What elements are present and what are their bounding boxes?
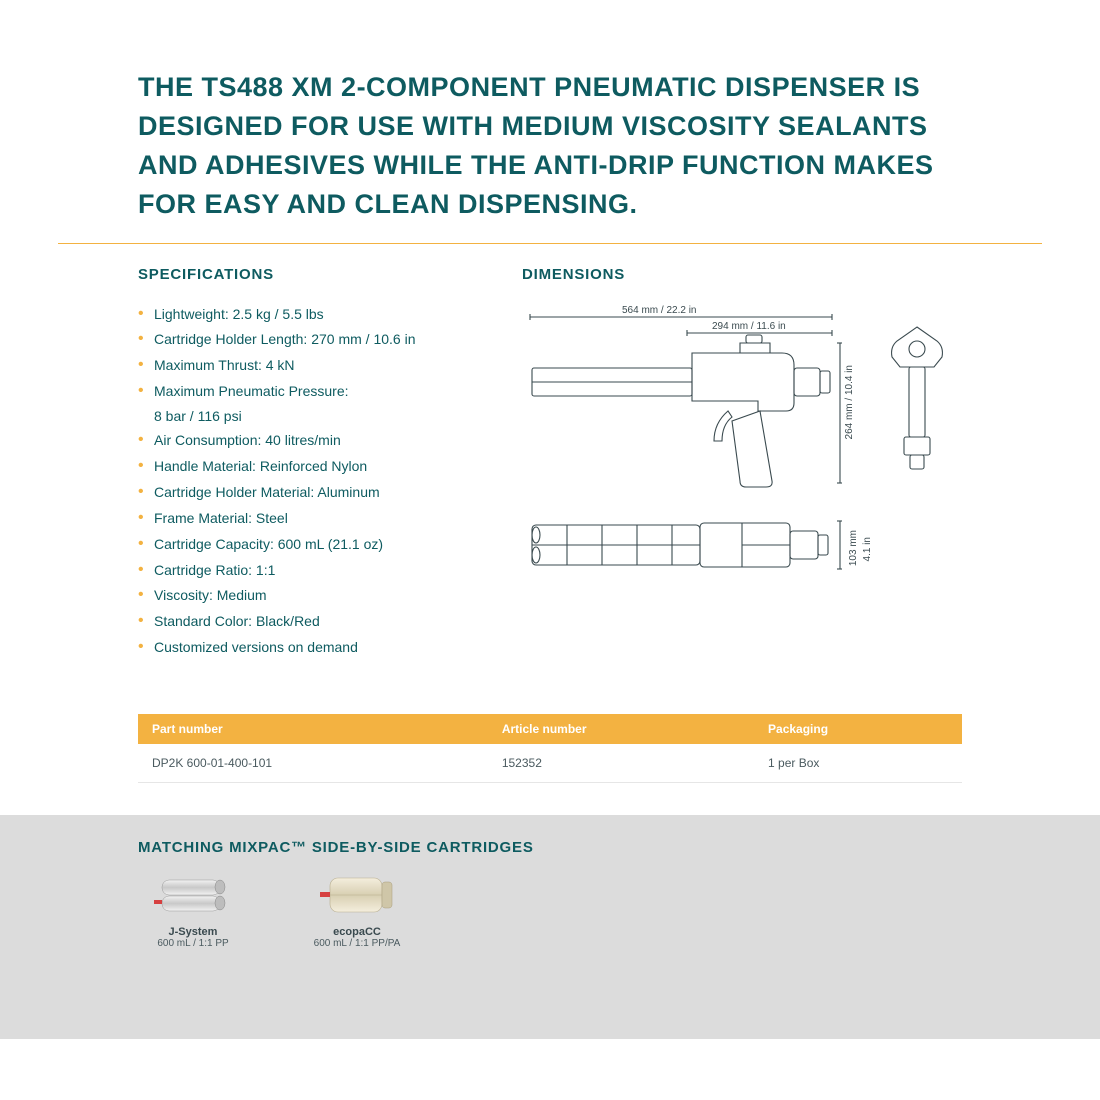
dim-height: 264 mm / 10.4 in bbox=[844, 365, 855, 439]
spec-item: Cartridge Ratio: 1:1 bbox=[138, 561, 462, 580]
cartridge-spec: 600 mL / 1:1 PP bbox=[138, 938, 248, 949]
cartridge-name: J-System bbox=[138, 926, 248, 938]
th-article: Article number bbox=[488, 714, 754, 744]
spec-item: Air Consumption: 40 litres/min bbox=[138, 431, 462, 450]
cartridge-row: J-System 600 mL / 1:1 PP ecopaCC bbox=[138, 870, 962, 949]
spec-subline: 8 bar / 116 psi bbox=[138, 408, 462, 424]
content-row: SPECIFICATIONS Lightweight: 2.5 kg / 5.5… bbox=[58, 244, 1042, 665]
matching-title: MATCHING MIXPAC™ SIDE-BY-SIDE CARTRIDGES bbox=[138, 839, 962, 856]
cartridge-item: ecopaCC 600 mL / 1:1 PP/PA bbox=[302, 870, 412, 949]
cartridge-name: ecopaCC bbox=[302, 926, 412, 938]
cartridge-jsystem-icon bbox=[148, 870, 238, 920]
dimensions-column: DIMENSIONS 564 mm / 22.2 in 294 mm / 11.… bbox=[522, 266, 962, 665]
specs-list: Lightweight: 2.5 kg / 5.5 lbs Cartridge … bbox=[138, 305, 462, 658]
spec-item: Handle Material: Reinforced Nylon bbox=[138, 457, 462, 476]
spec-item: Cartridge Holder Material: Aluminum bbox=[138, 483, 462, 502]
spec-item: Standard Color: Black/Red bbox=[138, 612, 462, 631]
cartridge-spec: 600 mL / 1:1 PP/PA bbox=[302, 938, 412, 949]
cartridge-ecopacc-icon bbox=[312, 870, 402, 920]
specs-title: SPECIFICATIONS bbox=[138, 266, 462, 283]
spec-item: Maximum Pneumatic Pressure: bbox=[138, 382, 462, 401]
th-part: Part number bbox=[138, 714, 488, 744]
spec-item: Viscosity: Medium bbox=[138, 586, 462, 605]
dims-title: DIMENSIONS bbox=[522, 266, 962, 283]
dispenser-top-icon bbox=[522, 515, 842, 575]
cartridge-item: J-System 600 mL / 1:1 PP bbox=[138, 870, 248, 949]
dispenser-side-icon bbox=[522, 313, 842, 493]
spec-item: Frame Material: Steel bbox=[138, 509, 462, 528]
dispenser-front-icon bbox=[882, 323, 952, 483]
spec-item: Customized versions on demand bbox=[138, 638, 462, 657]
spec-item: Cartridge Holder Length: 270 mm / 10.6 i… bbox=[138, 330, 462, 349]
table-wrap: Part number Article number Packaging DP2… bbox=[58, 664, 1042, 783]
spec-item: Cartridge Capacity: 600 mL (21.1 oz) bbox=[138, 535, 462, 554]
td-pack: 1 per Box bbox=[754, 744, 962, 783]
page: THE TS488 XM 2-COMPONENT PNEUMATIC DISPE… bbox=[0, 0, 1100, 783]
parts-table: Part number Article number Packaging DP2… bbox=[138, 714, 962, 783]
dimensions-drawing: 564 mm / 22.2 in 294 mm / 11.6 in 264 mm… bbox=[522, 305, 962, 595]
td-article: 152352 bbox=[488, 744, 754, 783]
headline: THE TS488 XM 2-COMPONENT PNEUMATIC DISPE… bbox=[58, 68, 1042, 244]
dim-thickness-mm: 103 mm bbox=[848, 530, 859, 566]
dim-thickness-in: 4.1 in bbox=[862, 537, 873, 561]
td-part: DP2K 600-01-400-101 bbox=[138, 744, 488, 783]
matching-section: MATCHING MIXPAC™ SIDE-BY-SIDE CARTRIDGES bbox=[0, 815, 1100, 1039]
table-row: DP2K 600-01-400-101 152352 1 per Box bbox=[138, 744, 962, 783]
spec-item: Maximum Thrust: 4 kN bbox=[138, 356, 462, 375]
spec-item: Lightweight: 2.5 kg / 5.5 lbs bbox=[138, 305, 462, 324]
th-pack: Packaging bbox=[754, 714, 962, 744]
specs-column: SPECIFICATIONS Lightweight: 2.5 kg / 5.5… bbox=[138, 266, 462, 665]
